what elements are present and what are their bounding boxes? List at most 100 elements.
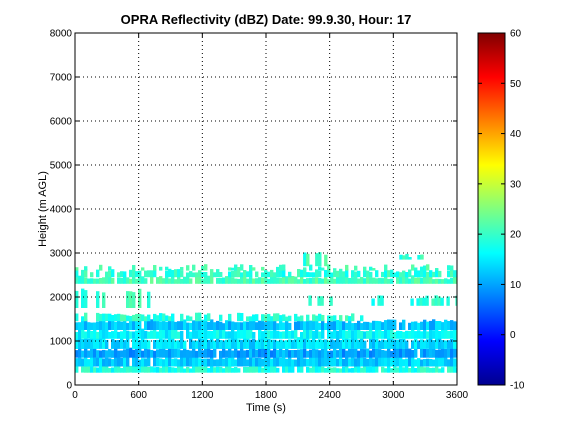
reflectivity-cell-layer-2 xyxy=(213,348,217,358)
reflectivity-cell-layer-0 xyxy=(183,368,187,373)
reflectivity-cell-layer-0 xyxy=(207,368,211,373)
reflectivity-cell-layer-0 xyxy=(396,367,400,373)
reflectivity-cell-layer-9 xyxy=(144,278,148,284)
reflectivity-cell-layer-10 xyxy=(339,268,343,278)
reflectivity-cell-layer-9 xyxy=(384,276,388,284)
reflectivity-cell-layer-11 xyxy=(234,264,238,271)
reflectivity-cell-layer-0 xyxy=(441,367,445,373)
reflectivity-cell-layer-1 xyxy=(420,359,424,367)
reflectivity-cell-layer-5 xyxy=(120,321,124,330)
reflectivity-cell-layer-10 xyxy=(327,269,331,278)
reflectivity-cell-layer-1 xyxy=(201,358,205,367)
reflectivity-cell-layer-10 xyxy=(198,270,202,278)
reflectivity-cell-layer-0 xyxy=(153,367,157,373)
reflectivity-cell-layer-1 xyxy=(318,356,322,367)
reflectivity-cell-layer-9 xyxy=(288,276,292,284)
reflectivity-cell-layer-6 xyxy=(189,316,193,322)
reflectivity-cell-layer-3 xyxy=(435,338,439,349)
reflectivity-cell-layer-5 xyxy=(210,319,214,330)
reflectivity-cell-layer-6 xyxy=(327,315,331,322)
reflectivity-cell-layer-9 xyxy=(408,278,412,284)
reflectivity-cell-layer-3 xyxy=(198,338,202,349)
reflectivity-cell-layer-3 xyxy=(144,339,148,349)
reflectivity-cell-layer-2 xyxy=(453,347,457,358)
reflectivity-cell-layer-9 xyxy=(381,278,385,284)
reflectivity-cell-layer-6 xyxy=(123,314,127,322)
reflectivity-cell-layer-9 xyxy=(96,278,100,284)
reflectivity-cell-layer-10 xyxy=(426,271,430,278)
reflectivity-cell-layer-5 xyxy=(228,319,232,330)
reflectivity-cell-layer-1 xyxy=(222,358,226,367)
reflectivity-cell-layer-10 xyxy=(96,269,100,278)
reflectivity-cell-layer-3 xyxy=(423,340,427,349)
reflectivity-cell-layer-2 xyxy=(87,350,91,358)
reflectivity-cell-layer-1 xyxy=(123,355,127,367)
reflectivity-cell-layer-2 xyxy=(171,348,175,358)
reflectivity-cell-layer-1 xyxy=(102,358,106,367)
reflectivity-cell-layer-0 xyxy=(375,365,379,373)
reflectivity-cell-layer-0 xyxy=(297,365,301,373)
reflectivity-cell-layer-6 xyxy=(171,313,175,322)
reflectivity-cell-layer-3 xyxy=(243,337,247,349)
reflectivity-cell-layer-1 xyxy=(297,357,301,367)
reflectivity-cell-layer-5 xyxy=(153,320,157,330)
reflectivity-cell-layer-5 xyxy=(318,322,322,330)
reflectivity-cell-layer-0 xyxy=(150,366,154,373)
reflectivity-cell-layer-5 xyxy=(345,322,349,330)
reflectivity-cell-layer-5 xyxy=(357,320,361,330)
reflectivity-cell-layer-0 xyxy=(147,367,151,373)
reflectivity-cell-layer-5 xyxy=(81,320,85,330)
reflectivity-cell-layer-9 xyxy=(327,279,331,284)
reflectivity-cell-layer-10 xyxy=(168,268,172,278)
reflectivity-cell-layer-4 xyxy=(210,330,214,339)
reflectivity-cell-layer-0 xyxy=(159,367,163,373)
reflectivity-cell-layer-6 xyxy=(117,313,121,322)
reflectivity-cell-layer-1 xyxy=(180,355,184,367)
reflectivity-cell-layer-5 xyxy=(327,320,331,330)
reflectivity-cell-layer-9 xyxy=(258,277,262,284)
reflectivity-cell-layer-5 xyxy=(417,322,421,330)
reflectivity-cell-layer-10 xyxy=(255,271,259,278)
x-tick-label: 1800 xyxy=(255,390,278,401)
reflectivity-cell-layer-2 xyxy=(93,347,97,358)
reflectivity-cell-layer-12 xyxy=(324,254,328,267)
reflectivity-cell-layer-9 xyxy=(87,278,91,284)
reflectivity-cell-layer-3 xyxy=(261,337,265,349)
reflectivity-cell-layer-4 xyxy=(303,328,307,339)
reflectivity-cell-layer-10 xyxy=(213,272,217,278)
reflectivity-cell-layer-2 xyxy=(282,350,286,358)
reflectivity-cell-layer-0 xyxy=(108,368,112,373)
reflectivity-cell-layer-8 xyxy=(320,296,324,306)
y-tick-label: 2000 xyxy=(50,293,73,304)
reflectivity-cell-layer-9 xyxy=(159,276,163,284)
colorbar-tick-label: 30 xyxy=(510,179,522,190)
reflectivity-cell-layer-2 xyxy=(219,350,223,358)
reflectivity-cell-layer-9 xyxy=(123,276,127,284)
reflectivity-cell-layer-10 xyxy=(387,270,391,278)
reflectivity-cell-layer-3 xyxy=(258,338,262,349)
reflectivity-cell-layer-4 xyxy=(168,328,172,339)
reflectivity-cell-layer-10 xyxy=(447,271,451,278)
reflectivity-cell-layer-3 xyxy=(180,338,184,349)
reflectivity-cell-layer-2 xyxy=(228,347,232,358)
reflectivity-cell-layer-1 xyxy=(327,357,331,367)
reflectivity-cell-layer-4 xyxy=(114,330,118,339)
reflectivity-cell-layer-4 xyxy=(435,328,439,339)
reflectivity-cell-layer-3 xyxy=(369,337,373,349)
reflectivity-cell-layer-3 xyxy=(372,338,376,349)
reflectivity-cell-layer-1 xyxy=(369,356,373,367)
reflectivity-cell-layer-4 xyxy=(222,329,226,339)
reflectivity-cell-layer-1 xyxy=(207,358,211,367)
reflectivity-cell-layer-4 xyxy=(99,328,103,339)
reflectivity-cell-layer-1 xyxy=(321,357,325,367)
reflectivity-cell-layer-6 xyxy=(132,314,136,322)
reflectivity-cell-layer-1 xyxy=(393,357,397,367)
reflectivity-cell-layer-9 xyxy=(168,278,172,284)
reflectivity-cell-layer-11 xyxy=(141,267,145,271)
x-tick-label: 0 xyxy=(72,390,78,401)
reflectivity-cell-layer-4 xyxy=(165,329,169,339)
reflectivity-cell-layer-10 xyxy=(333,270,337,278)
reflectivity-cell-layer-0 xyxy=(291,366,295,373)
reflectivity-cell-layer-1 xyxy=(354,358,358,367)
reflectivity-cell-layer-6 xyxy=(126,315,130,322)
